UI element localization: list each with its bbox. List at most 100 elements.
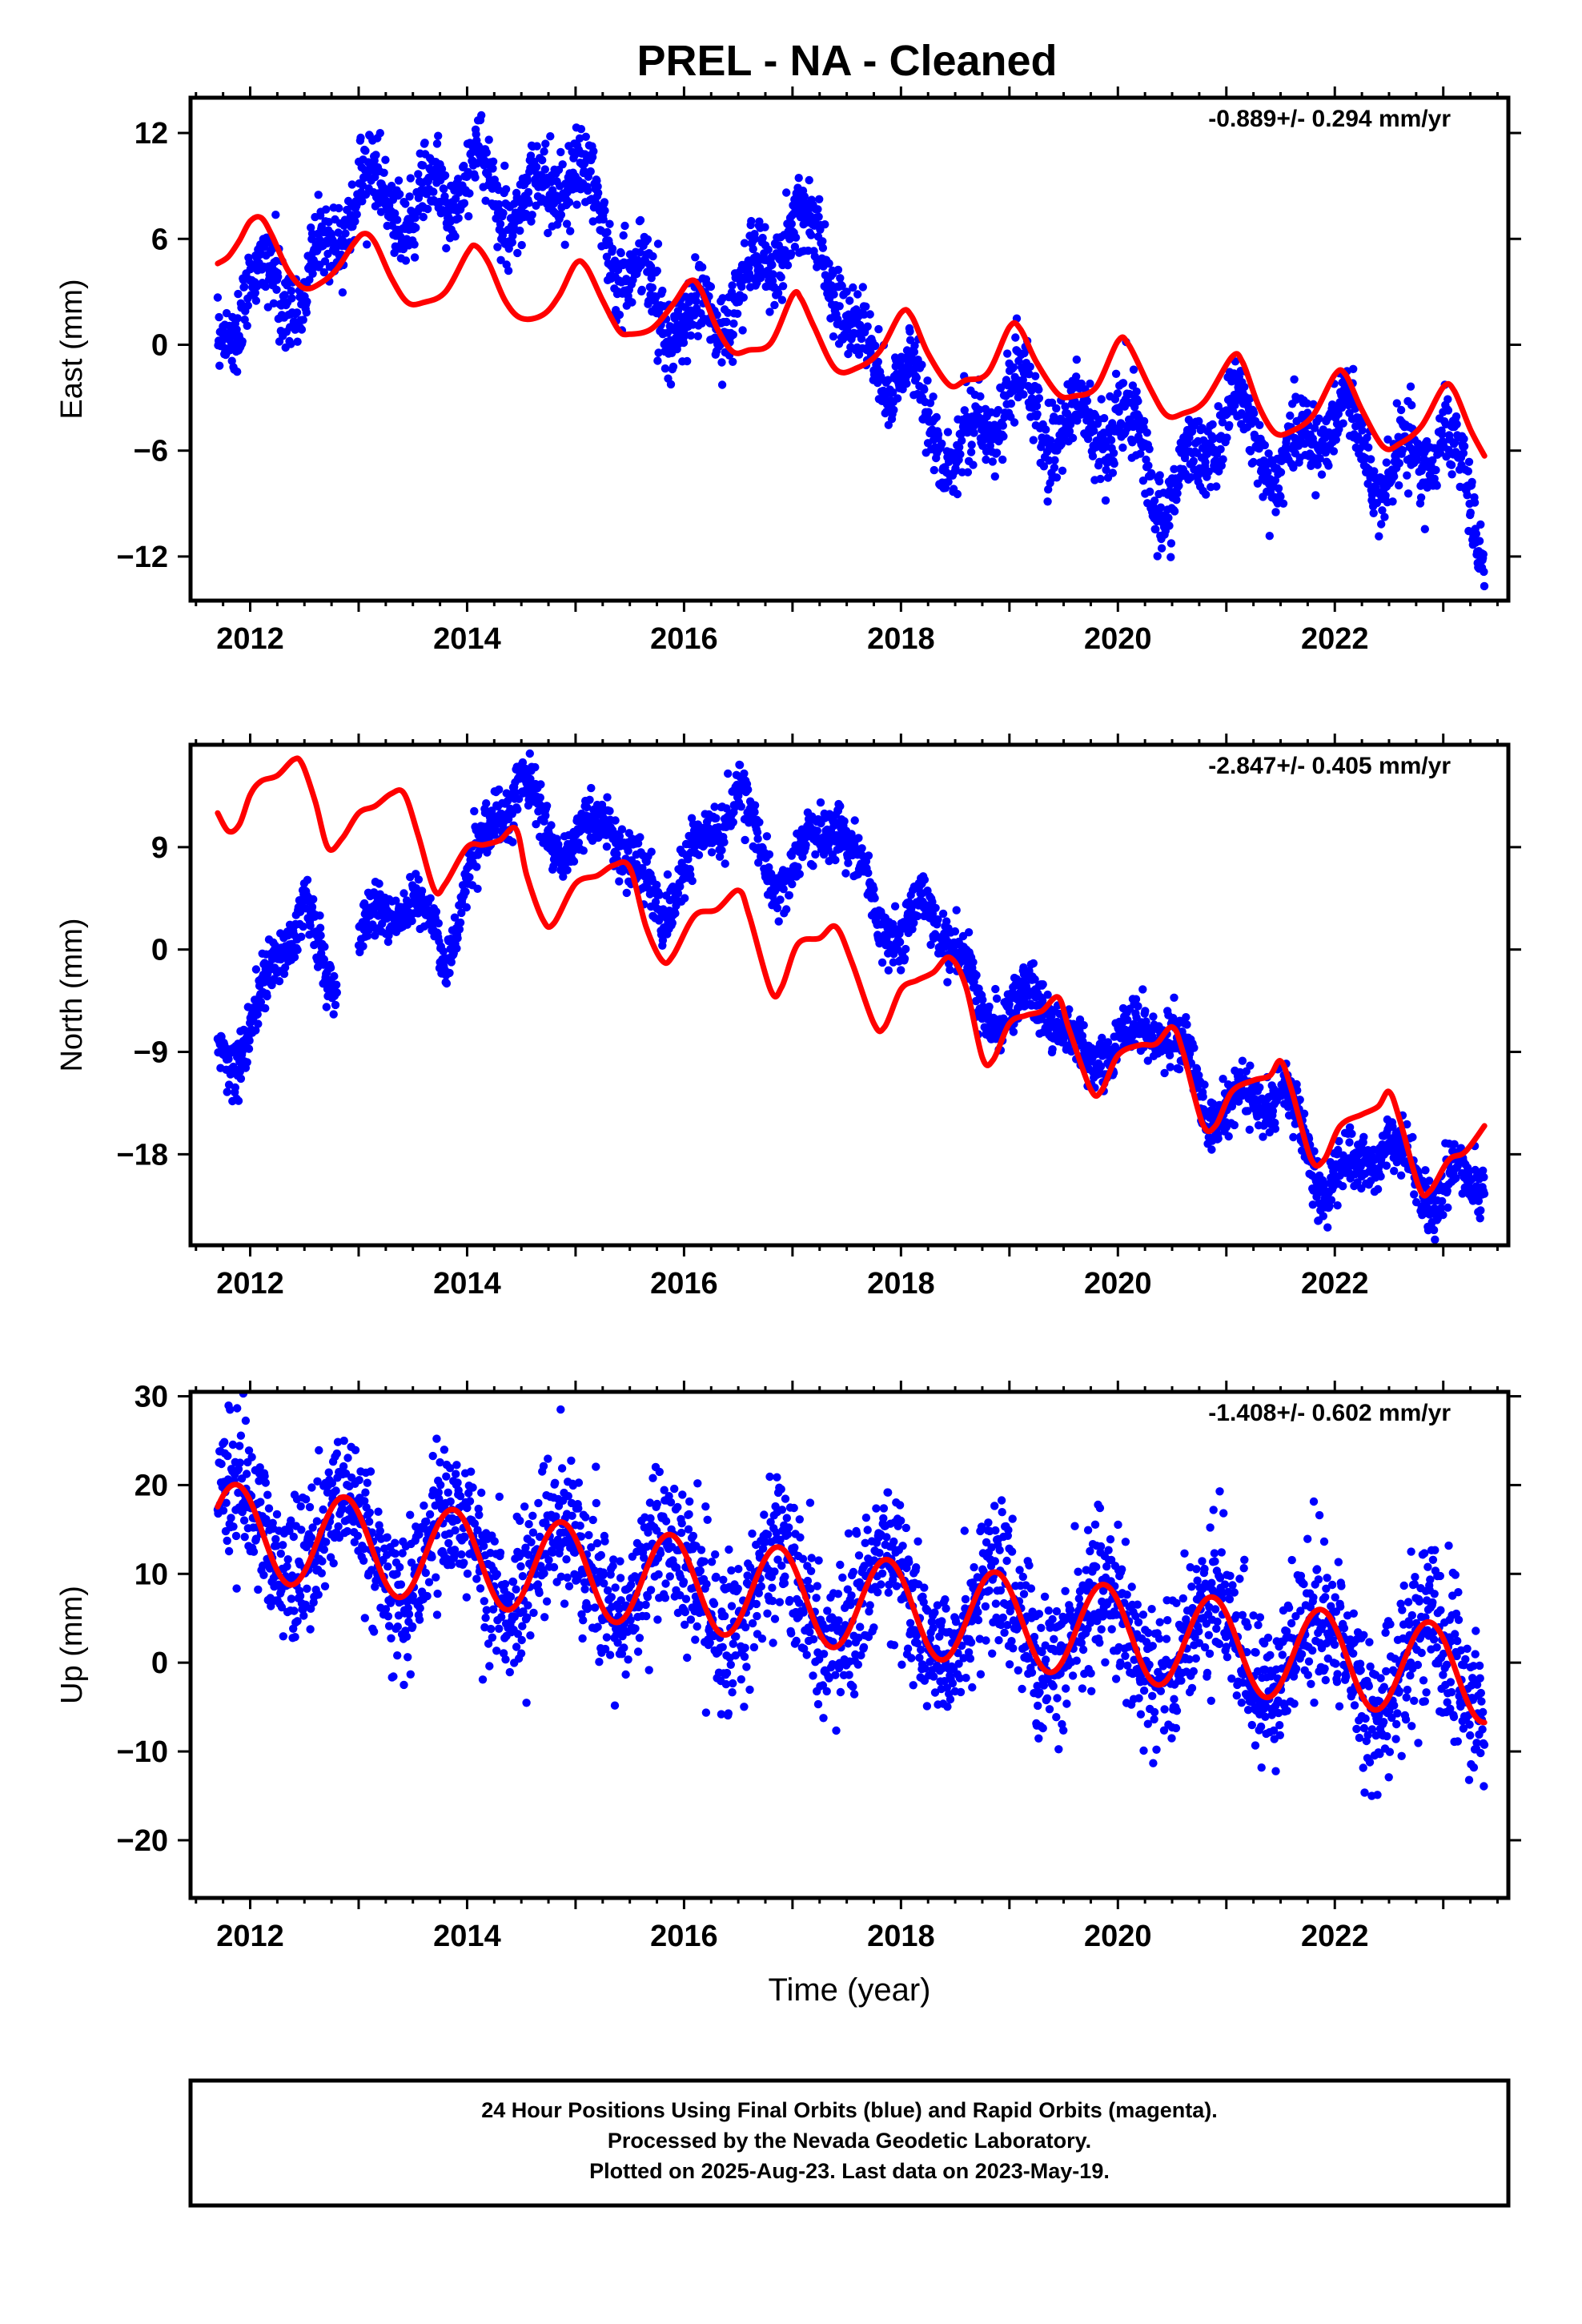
y-tick-label: 0	[151, 328, 168, 362]
y-tick-label: −6	[134, 435, 168, 468]
data-point	[254, 1019, 263, 1028]
data-point	[832, 830, 841, 840]
data-point	[1019, 390, 1028, 399]
data-point	[341, 229, 350, 238]
data-point	[850, 816, 859, 825]
data-point	[923, 376, 932, 385]
data-point	[813, 205, 822, 214]
data-point	[1057, 440, 1066, 448]
data-point	[414, 170, 423, 179]
data-point	[734, 791, 743, 800]
data-point	[1170, 993, 1178, 1003]
data-point	[1146, 487, 1154, 497]
data-point	[816, 798, 825, 807]
data-point	[541, 811, 550, 820]
data-point	[615, 832, 624, 841]
data-point	[773, 903, 782, 913]
data-point	[473, 884, 482, 894]
data-point	[900, 954, 909, 963]
data-point	[1255, 420, 1264, 429]
data-point	[619, 231, 628, 240]
data-point	[322, 1003, 331, 1011]
data-point	[909, 919, 918, 927]
data-point	[934, 430, 943, 439]
data-point	[1375, 532, 1383, 541]
observed-points	[213, 749, 1489, 1244]
data-point	[271, 256, 281, 266]
data-point	[655, 916, 664, 925]
data-point	[1249, 457, 1258, 467]
data-point	[976, 392, 985, 401]
data-point	[1268, 1107, 1278, 1116]
data-point	[1090, 426, 1098, 436]
data-point	[541, 139, 550, 148]
data-point	[652, 880, 661, 890]
data-point	[1276, 468, 1286, 476]
data-point	[1029, 959, 1038, 968]
data-point	[840, 817, 849, 826]
data-point	[978, 995, 987, 1004]
data-point	[1166, 553, 1175, 561]
data-point	[1480, 567, 1488, 577]
data-point	[1260, 440, 1270, 450]
data-point	[833, 265, 843, 275]
data-point	[1050, 463, 1059, 472]
data-point	[540, 147, 548, 156]
data-point	[287, 287, 296, 296]
data-point	[741, 835, 749, 845]
data-point	[375, 879, 383, 888]
data-point	[737, 802, 745, 811]
data-point	[1335, 424, 1343, 434]
data-point	[1460, 442, 1469, 451]
data-point	[1139, 416, 1149, 426]
data-point	[950, 927, 960, 936]
data-point	[394, 176, 404, 185]
data-point	[358, 197, 367, 206]
data-point	[791, 233, 801, 242]
data-point	[793, 862, 802, 871]
data-point	[1034, 385, 1043, 394]
data-point	[1214, 402, 1223, 411]
data-point	[1110, 459, 1118, 468]
data-point	[1253, 479, 1263, 488]
data-point	[1145, 444, 1154, 453]
data-point	[1143, 1056, 1153, 1065]
data-point	[482, 148, 491, 157]
data-point	[895, 938, 905, 947]
data-point	[930, 465, 939, 475]
data-point	[454, 214, 463, 223]
data-point	[1111, 369, 1121, 378]
x-tick-label: 2020	[1084, 622, 1152, 656]
data-point	[658, 286, 667, 296]
data-point	[776, 895, 785, 904]
data-point	[1125, 389, 1134, 399]
data-point	[1182, 1020, 1191, 1029]
data-point	[1132, 387, 1141, 396]
data-point	[408, 916, 416, 926]
data-point	[358, 181, 367, 190]
data-point	[615, 877, 624, 886]
data-point	[233, 368, 242, 376]
data-point	[1142, 1017, 1150, 1026]
data-point	[992, 448, 1002, 457]
data-point	[671, 909, 680, 918]
data-point	[544, 228, 552, 238]
data-point	[1223, 433, 1231, 442]
data-point	[546, 132, 555, 141]
data-point	[554, 840, 563, 849]
data-point	[1034, 394, 1044, 403]
data-point	[928, 897, 937, 907]
data-point	[884, 966, 893, 975]
data-point	[829, 332, 838, 341]
data-point	[314, 191, 323, 199]
data-point	[1367, 455, 1375, 464]
data-point	[854, 350, 864, 359]
data-point	[272, 285, 281, 294]
data-point	[1118, 379, 1128, 388]
data-point	[790, 243, 800, 251]
data-point	[1271, 508, 1280, 517]
data-point	[1096, 1062, 1106, 1071]
data-point	[967, 440, 976, 449]
data-point	[605, 806, 614, 815]
data-point	[524, 187, 533, 197]
